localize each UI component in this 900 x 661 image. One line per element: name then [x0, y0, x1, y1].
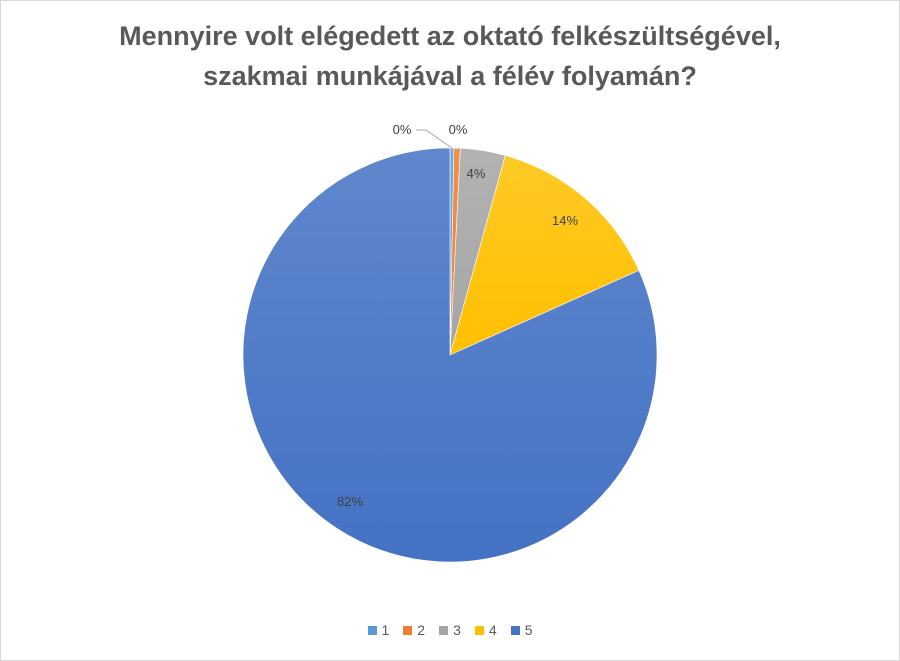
legend-swatch-1 [367, 625, 377, 635]
chart-title-line-2: szakmai munkájával a félév folyamán? [203, 61, 697, 91]
legend-item-3: 3 [439, 622, 461, 638]
data-label-5: 82% [337, 494, 363, 509]
legend-swatch-4 [474, 625, 484, 635]
data-label-2: 0% [449, 122, 468, 137]
legend-item-1: 1 [367, 622, 390, 638]
legend-item-4: 4 [474, 622, 497, 638]
chart-title-line-1: Mennyire volt elégedett az oktató felkés… [119, 21, 781, 51]
data-label-1: 0% [393, 122, 412, 137]
legend-label-1: 1 [381, 622, 390, 638]
pie-slice-4 [449, 155, 640, 356]
legend-swatch-2 [403, 625, 413, 635]
legend-item-2: 2 [403, 622, 425, 638]
legend-label-5: 5 [524, 622, 533, 638]
legend-label-2: 2 [417, 622, 426, 638]
data-label-3: 4% [467, 166, 486, 181]
leader-line-1 [416, 129, 453, 149]
legend-swatch-5 [510, 625, 520, 635]
legend-label-3: 3 [453, 622, 461, 638]
pie-slice-5 [242, 147, 658, 563]
legend-item-5: 5 [510, 622, 533, 638]
data-label-4: 14% [552, 213, 578, 228]
legend-label-4: 4 [488, 622, 497, 638]
legend: 1 2 3 4 5 [0, 622, 900, 638]
legend-swatch-3 [439, 625, 449, 635]
chart-title: Mennyire volt elégedett az oktató felkés… [0, 16, 900, 96]
